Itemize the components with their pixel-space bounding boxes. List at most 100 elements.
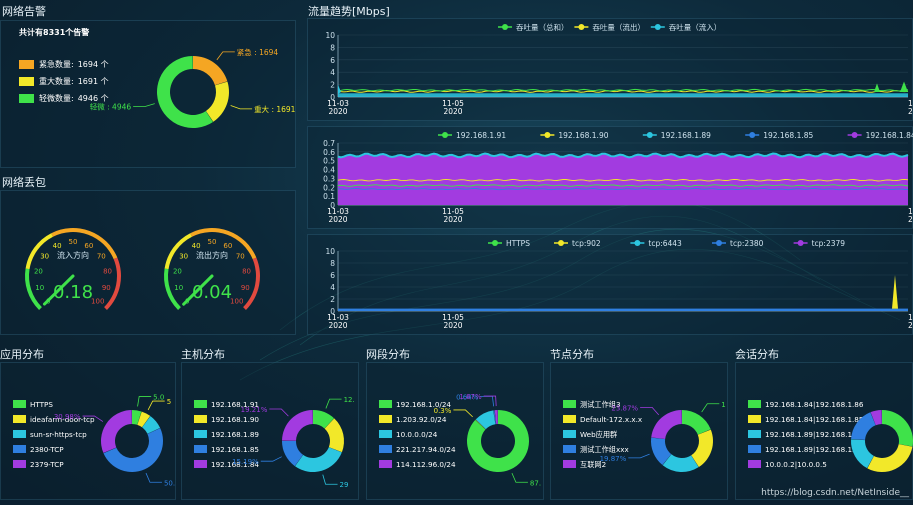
dist-legend-item-2[interactable]: 10.0.0.0/24 <box>379 430 438 439</box>
dist-legend-swatch <box>13 460 26 468</box>
dist-legend-item-1[interactable]: 192.168.1.84|192.168.1.85 <box>748 415 863 424</box>
legend-item-4[interactable]: 192.168.1.84 <box>847 131 913 140</box>
gauge-tick-label: 30 <box>40 252 49 260</box>
legend-item-2[interactable]: 吞吐量（流入） <box>650 22 722 32</box>
slice-2 <box>142 416 161 434</box>
slice-0 <box>467 410 529 472</box>
dist-legend-item-4[interactable]: 2379-TCP <box>13 460 64 469</box>
dist-legend-item-2[interactable]: sun-sr-https-tcp <box>13 430 87 439</box>
dist-legend-item-3[interactable]: 2380-TCP <box>13 445 64 454</box>
dist-legend-item-3[interactable]: 测试工作组xxx <box>563 445 629 454</box>
dist-legend-label: ideafarm-door-tcp <box>30 415 95 424</box>
dist-legend-swatch <box>379 460 392 468</box>
dist-legend-label: 192.168.1.84 <box>211 460 259 469</box>
gauge-tick-label: 80 <box>103 268 112 276</box>
legend-item-1[interactable]: 192.168.1.90 <box>540 131 609 140</box>
dist-legend-item-0[interactable]: 192.168.1.91 <box>194 400 259 409</box>
gauge-1: 0102030405060708090100流出方向0.04 <box>164 227 260 310</box>
dist-legend-item-2[interactable]: 192.168.1.89|192.168.1.91 <box>748 430 863 439</box>
dist-legend-swatch <box>13 415 26 423</box>
dist-title-app: 应用分布 <box>0 348 44 361</box>
series-line-91 <box>337 184 909 187</box>
dist-legend-item-2[interactable]: Web应用群 <box>563 430 617 439</box>
legend-marker <box>442 132 448 138</box>
dist-legend-item-1[interactable]: 1.203.92.0/24 <box>379 415 447 424</box>
slice-1 <box>867 444 913 472</box>
y-tick-label: 0.6 <box>323 148 335 157</box>
dist-legend-item-0[interactable]: HTTPS <box>13 400 53 409</box>
dist-legend-swatch <box>194 430 207 438</box>
legend-item-3[interactable]: tcp:2380 <box>712 239 764 248</box>
y-tick-label: 4 <box>330 283 335 292</box>
legend-label: 192.168.1.91 <box>456 131 506 140</box>
legend-marker <box>558 240 564 246</box>
legend-item-0[interactable]: 吞吐量（总和） <box>498 22 569 32</box>
gauge-band-0 <box>25 268 42 310</box>
slice-label-line-0 <box>216 51 235 61</box>
gauge-band-2 <box>51 228 118 260</box>
slice-3 <box>282 440 304 467</box>
dist-legend-item-1[interactable]: 192.168.1.90 <box>194 415 259 424</box>
dist-legend-item-0[interactable]: 192.168.1.84|192.168.1.86 <box>748 400 864 409</box>
x-tick-year: 2020 <box>443 215 462 224</box>
legend-label: 192.168.1.90 <box>558 131 608 140</box>
gauge-area: 0102030405060708090100流入方向0.180102030405… <box>25 227 260 310</box>
dist-legend-item-3[interactable]: 192.168.1.89|192.168.1.90 <box>748 445 864 454</box>
dist-legend-swatch <box>379 430 392 438</box>
dist-legend-swatch <box>379 400 392 408</box>
legend-item-2[interactable]: tcp:6443 <box>630 239 682 248</box>
y-tick-label: 0.2 <box>323 183 335 192</box>
loss-panel: 0102030405060708090100流入方向0.180102030405… <box>0 190 296 335</box>
dist-legend-item-1[interactable]: ideafarm-door-tcp <box>13 415 95 424</box>
gauge-tick-label: 100 <box>91 298 104 306</box>
legend-item-4[interactable]: tcp:2379 <box>793 239 846 248</box>
legend-label: tcp:902 <box>572 239 601 248</box>
loss-title: 网络丢包 <box>2 176 46 189</box>
x-tick-year: 2020 <box>908 215 913 224</box>
traffic-panel-2: 192.168.1.91 192.168.1.90 192.168.1.89 192.… <box>307 126 913 229</box>
dist-legend-item-3[interactable]: 192.168.1.85 <box>194 445 259 454</box>
session-dist-chart: 192.168.1.84|192.168.1.86 192.168.1.84|19… <box>748 400 913 472</box>
traffic-panel-3: HTTPS tcp:902 tcp:6443 tcp:2380 tcp:2379 0 2 4 6… <box>307 234 913 335</box>
traffic-chart-apps: HTTPS tcp:902 tcp:6443 tcp:2380 tcp:2379 0 2 4 6… <box>325 239 913 330</box>
slice-label-3: 0.64% <box>456 393 479 401</box>
legend-item-0[interactable]: 192.168.1.91 <box>438 131 506 140</box>
slice-label-3: 50. <box>164 479 175 487</box>
dist-legend-item-4[interactable]: 192.168.1.84 <box>194 460 259 469</box>
legend-item-1[interactable]: 吞吐量（流出） <box>574 22 645 32</box>
dist-legend-item-0[interactable]: 测试工作组3 <box>563 400 621 409</box>
slice-label-line-3 <box>628 453 650 459</box>
dist-legend-item-2[interactable]: 192.168.1.89 <box>194 430 259 439</box>
dist-legend-label: 测试工作组xxx <box>580 445 629 454</box>
slice-label-line-4 <box>483 395 497 407</box>
alarm-legend-swatch <box>19 94 34 103</box>
legend-item-3[interactable]: 192.168.1.85 <box>745 131 814 140</box>
legend-label: tcp:6443 <box>648 239 682 248</box>
dist-title-segment: 网段分布 <box>366 348 410 361</box>
dist-legend-item-1[interactable]: Default-172.x.x.x <box>563 415 643 424</box>
slice-2 <box>157 56 213 128</box>
legend-marker <box>851 132 858 138</box>
legend-item-0[interactable]: HTTPS <box>488 239 530 248</box>
dist-legend-item-4[interactable]: 10.0.0.2|10.0.0.5 <box>748 460 827 469</box>
gauge-value: 0.04 <box>192 282 232 303</box>
slice-label-line-3 <box>480 395 495 407</box>
dist-legend-item-4[interactable]: 互联网2 <box>563 460 606 469</box>
legend-item-2[interactable]: 192.168.1.89 <box>642 131 711 140</box>
slice-label-line-1 <box>453 409 473 418</box>
gauge-tick-label: 10 <box>35 284 44 292</box>
series-spike-902 <box>892 275 898 309</box>
dist-legend-item-4[interactable]: 114.112.96.0/24 <box>379 460 456 469</box>
watermark: https://blog.csdn.net/NetInside__ <box>761 488 909 498</box>
gauge-band-3 <box>104 257 121 310</box>
alarm-total: 共计有8331个告警 <box>19 28 90 37</box>
legend-item-1[interactable]: tcp:902 <box>554 239 601 248</box>
slice-2 <box>475 410 496 430</box>
dist-legend-label: 1.203.92.0/24 <box>396 415 447 424</box>
traffic-title: 流量趋势[Mbps] <box>308 5 390 18</box>
dist-legend-item-3[interactable]: 221.217.94.0/24 <box>379 445 456 454</box>
x-tick-label: 11-05 <box>442 99 464 108</box>
app-dist-panel: HTTPS ideafarm-door-tcp sun-sr-https-tcp 23… <box>0 362 176 500</box>
gauge-tick-label: 100 <box>230 298 243 306</box>
dist-legend-item-0[interactable]: 192.168.1.0/24 <box>379 400 451 409</box>
